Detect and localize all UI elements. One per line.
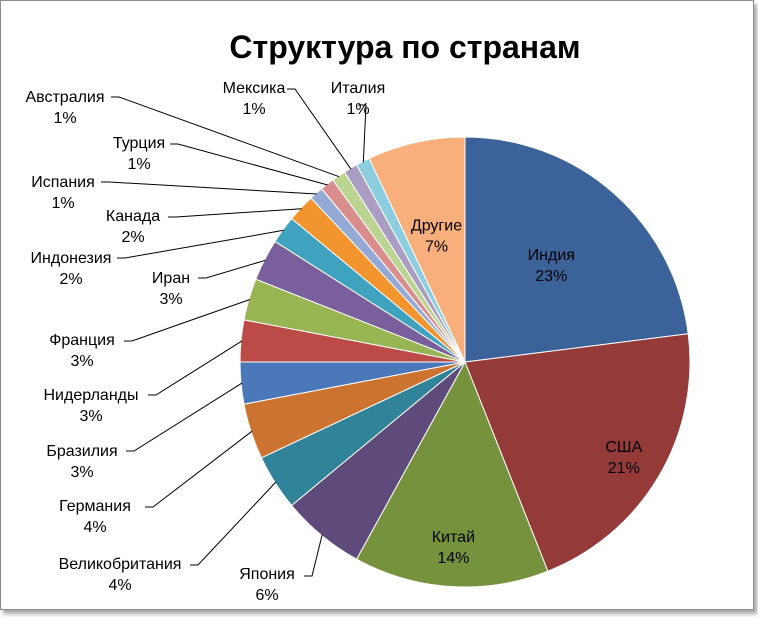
slice-label-другие: Другие (411, 218, 462, 235)
leader-line-индонезия (117, 229, 284, 259)
slice-value-италия: 1% (346, 101, 369, 118)
leader-line-канада (168, 208, 302, 218)
slice-value-канада: 2% (121, 229, 144, 246)
pie-slice-китай (355, 360, 549, 588)
slice-label-китай: Китай (432, 529, 475, 546)
slice-value-иран: 3% (159, 291, 182, 308)
slice-value-мексика: 1% (242, 101, 265, 118)
slice-value-австралия: 1% (53, 110, 76, 127)
slice-label-мексика: Мексика (223, 80, 286, 97)
slice-label-франция: Франция (49, 332, 115, 349)
pie-slices (239, 136, 691, 588)
slice-value-нидерланды: 3% (79, 408, 102, 425)
slice-label-бразилия: Бразилия (46, 443, 117, 460)
slice-value-индия: 23% (535, 268, 567, 285)
slice-value-китай: 14% (437, 550, 469, 567)
slice-label-нидерланды: Нидерланды (44, 387, 139, 404)
slice-value-индонезия: 2% (59, 271, 82, 288)
leader-line-германия (145, 430, 253, 508)
leader-line-турция (170, 143, 328, 186)
leader-line-австралия (111, 96, 340, 178)
slice-label-индонезия: Индонезия (31, 250, 112, 267)
pie-slice-сша (464, 333, 691, 572)
leader-line-испания (101, 181, 317, 195)
slice-value-другие: 7% (425, 239, 448, 256)
slice-value-великобритания: 4% (108, 577, 131, 594)
leader-line-мексика (287, 88, 352, 170)
leader-lines (101, 88, 367, 577)
pie-slice-индия (464, 136, 689, 363)
slice-labels: Индия 23% США 21% Китай 14% Япония 6% Великобрит… (25, 80, 642, 604)
slice-label-иран: Иран (152, 270, 190, 287)
slice-label-германия: Германия (59, 498, 131, 515)
leader-line-япония (304, 534, 323, 577)
slice-value-япония: 6% (255, 587, 278, 604)
slice-label-сша: США (605, 439, 642, 456)
slice-value-франция: 3% (70, 353, 93, 370)
slice-value-бразилия: 3% (70, 464, 93, 481)
slice-label-великобритания: Великобритания (59, 556, 182, 573)
slice-label-турция: Турция (113, 135, 165, 152)
slice-value-сша: 21% (608, 460, 640, 477)
leader-line-франция (124, 299, 251, 342)
leader-line-италия (358, 104, 367, 163)
slice-label-япония: Япония (239, 566, 295, 583)
slice-label-италия: Италия (331, 80, 385, 97)
slice-label-индия: Индия (528, 247, 575, 264)
pie-slice-другие (368, 136, 466, 363)
slice-value-турция: 1% (127, 156, 150, 173)
slice-value-германия: 4% (83, 519, 106, 536)
slice-label-австралия: Австралия (25, 89, 104, 106)
leader-line-бразилия (126, 382, 243, 452)
slice-value-испания: 1% (51, 195, 74, 212)
leader-line-нидерланды (148, 340, 243, 396)
leader-line-иран (198, 259, 266, 279)
leader-line-великобритания (190, 481, 277, 566)
slice-label-канада: Канада (106, 208, 160, 225)
slice-label-испания: Испания (31, 174, 95, 191)
chart-title: Структура по странам (229, 29, 580, 65)
